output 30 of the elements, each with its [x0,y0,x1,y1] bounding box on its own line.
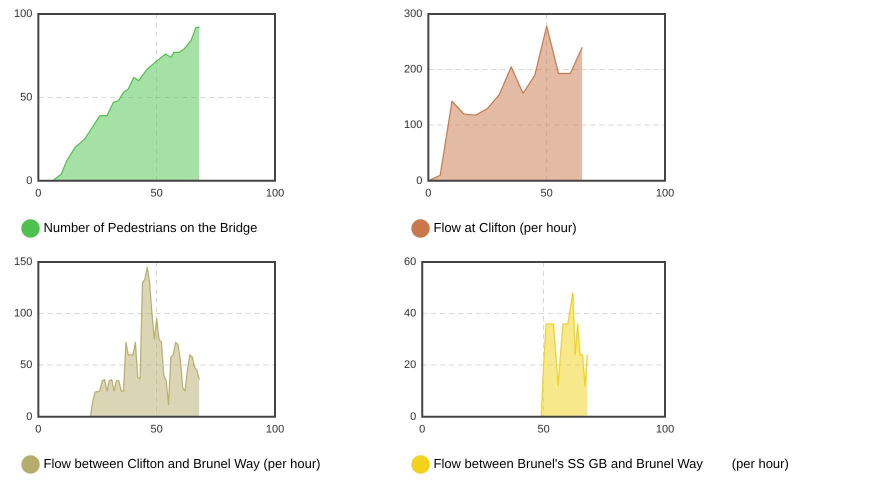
y-tick-label: 100 [404,119,422,132]
y-tick-label: 300 [404,8,422,20]
y-tick-label: 200 [404,64,422,76]
y-tick-label: 60 [404,256,416,268]
x-tick-label: 0 [425,187,432,200]
y-tick-label: 100 [14,308,32,320]
y-tick-label: 50 [20,359,32,372]
y-tick-label: 50 [20,91,32,104]
y-tick-label: 40 [404,308,416,320]
y-tick-label: 20 [404,359,416,372]
x-tick-label: 100 [266,187,284,200]
legend-label: Flow at Clifton (per hour) [434,220,577,236]
x-tick-label: 0 [35,187,42,200]
x-tick-label: 50 [150,423,163,436]
x-tick-label: 100 [266,423,284,436]
x-tick-label: 50 [540,187,553,200]
y-tick-label: 0 [416,174,422,187]
y-tick-label: 0 [410,410,416,423]
legend-label: Flow between Clifton and Brunel Way (per hour) [44,456,320,472]
legend-label: Flow between Brunel's SS GB and Brunel Way (per hour) [434,456,789,472]
y-tick-label: 100 [14,8,32,20]
x-tick-label: 50 [150,187,163,200]
y-tick-label: 0 [26,410,32,423]
y-tick-label: 0 [26,174,32,187]
x-tick-label: 100 [656,423,674,436]
y-tick-label: 150 [14,256,32,268]
x-tick-label: 100 [656,187,674,200]
x-tick-label: 50 [537,423,550,436]
x-tick-label: 0 [35,423,42,436]
legend-label: Number of Pedestrians on the Bridge [44,220,258,236]
